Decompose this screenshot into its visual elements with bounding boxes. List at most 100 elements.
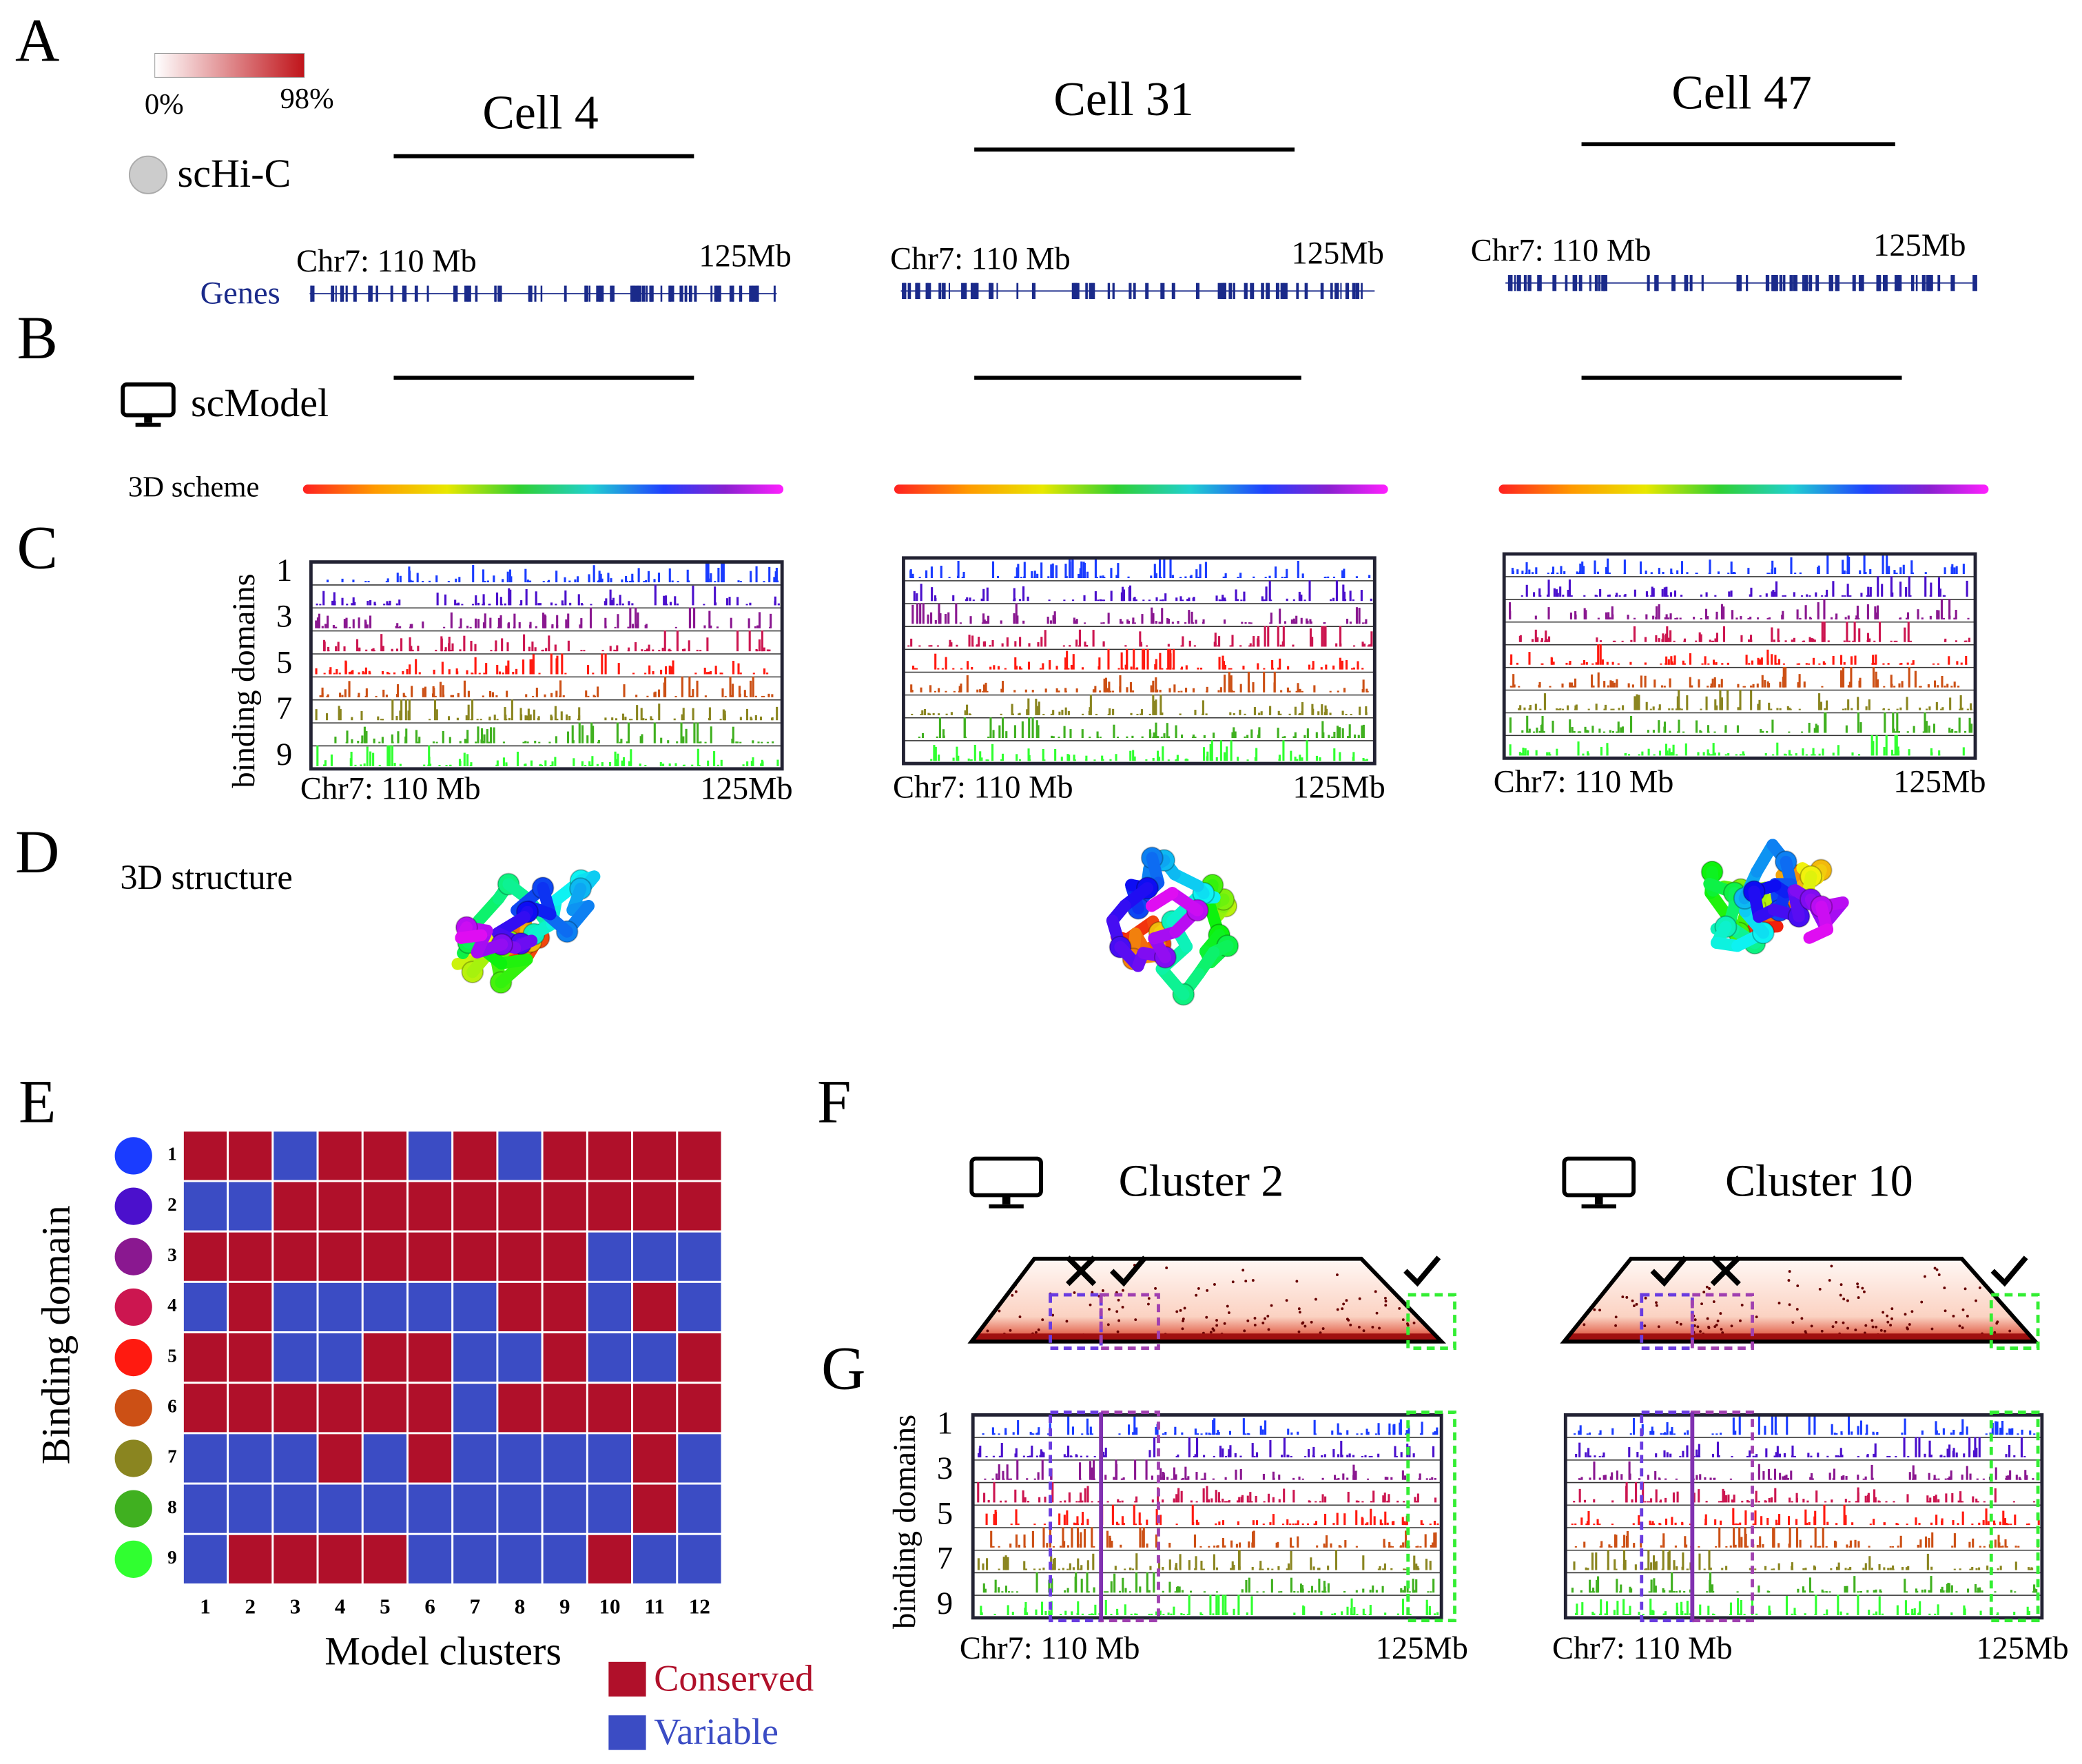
track-signal — [1953, 567, 1956, 574]
track-signal — [1917, 609, 1919, 619]
track-signal — [1175, 725, 1177, 739]
track-signal — [336, 669, 338, 675]
track-signal — [1102, 1455, 1106, 1457]
track-signal — [1117, 1524, 1120, 1526]
track-signal — [1324, 626, 1327, 647]
track-signal — [422, 580, 424, 583]
heatmap-cell — [631, 1280, 679, 1333]
track-signal — [1743, 686, 1746, 688]
track-signal — [1052, 1546, 1055, 1548]
track-signal — [1970, 703, 1972, 710]
track-signal — [1175, 759, 1177, 761]
contact-dot — [1125, 45, 1128, 48]
contact-dot — [1313, 156, 1316, 159]
contact-dot — [1111, 50, 1114, 52]
coord-label: 125Mb — [1873, 228, 1966, 263]
track-signal — [415, 659, 418, 675]
track-signal — [1547, 607, 1550, 619]
track-signal — [1233, 1608, 1235, 1615]
track-signal — [636, 705, 639, 721]
track-signal — [1808, 722, 1811, 733]
track-signal — [1052, 710, 1055, 715]
contact-dot — [1346, 107, 1349, 110]
contact-dot — [605, 23, 608, 26]
track-signal — [1751, 660, 1754, 665]
diagonal — [971, 1333, 1442, 1342]
heatmap-cell — [406, 1129, 454, 1182]
track-signal — [1132, 750, 1135, 761]
track-signal — [1098, 657, 1101, 670]
track-signal — [754, 626, 757, 628]
contact-dot — [976, 7, 978, 10]
track-signal — [634, 642, 637, 652]
track-signal — [750, 718, 753, 721]
track-signal — [1663, 721, 1667, 733]
track-signal — [658, 650, 661, 652]
track-signal — [389, 600, 391, 606]
contact-dot — [424, 21, 427, 24]
track-signal — [699, 650, 702, 652]
contact-dot — [436, 298, 439, 300]
track-signal — [1193, 645, 1196, 647]
contact-dot — [406, 136, 409, 139]
contact-dot — [1341, 1307, 1344, 1311]
track-signal — [1525, 562, 1528, 574]
track-signal — [996, 1478, 999, 1480]
track-signal — [776, 706, 779, 721]
track-signal — [1921, 617, 1924, 619]
contact-dot — [1523, 47, 1525, 50]
track-signal — [1783, 753, 1786, 756]
contact-dot — [347, 31, 349, 34]
track-signal — [615, 759, 618, 766]
track-signal — [1343, 1590, 1346, 1593]
contact-dot — [388, 111, 391, 114]
gene — [1950, 275, 1955, 291]
gene — [1783, 275, 1786, 291]
track-signal — [1896, 712, 1899, 733]
track-signal — [1953, 617, 1956, 619]
track-signal — [1711, 640, 1714, 642]
track-signal — [1076, 1524, 1080, 1526]
chromatin-fiber — [455, 929, 488, 944]
track-signal — [348, 681, 351, 697]
track-signal — [682, 736, 685, 743]
track-signal — [1190, 1590, 1193, 1593]
track-signal — [1944, 567, 1946, 574]
track-signal — [1129, 750, 1132, 761]
track-signal — [1432, 1432, 1435, 1435]
track-signal — [1080, 1455, 1082, 1457]
track-signal — [1388, 1423, 1391, 1435]
contact-dot — [1183, 1306, 1186, 1310]
track-signal — [1079, 1478, 1082, 1480]
track-signal — [1213, 732, 1215, 739]
contact-dot — [1820, 79, 1823, 81]
track-signal — [1136, 713, 1139, 715]
track-signal — [1516, 569, 1519, 574]
track-signal — [1112, 690, 1115, 693]
track-signal — [1180, 1612, 1183, 1615]
track-signal — [1609, 617, 1611, 619]
track-signal — [1022, 586, 1025, 602]
contact-dot — [1553, 147, 1556, 150]
col-tick-label: 3 — [290, 1594, 301, 1618]
track-signal — [1944, 638, 1947, 642]
contact-dot — [1295, 1280, 1299, 1283]
track-signal — [1728, 591, 1731, 597]
track-signal — [445, 765, 448, 766]
track-signal — [730, 617, 732, 628]
track-signal — [1343, 568, 1346, 579]
track-signal — [555, 736, 557, 743]
track-signal — [1099, 737, 1102, 739]
heatmap-cell — [586, 1280, 634, 1333]
track-signal — [1772, 754, 1775, 756]
track-signal — [1396, 1500, 1399, 1503]
track-signal — [1737, 707, 1740, 710]
track-signal — [1824, 712, 1827, 733]
track-signal — [1163, 733, 1166, 739]
track-signal — [1877, 576, 1879, 597]
track-signal — [668, 649, 670, 652]
track-signal — [467, 704, 470, 721]
track-signal — [1354, 1470, 1357, 1480]
track-signal — [1695, 573, 1698, 574]
